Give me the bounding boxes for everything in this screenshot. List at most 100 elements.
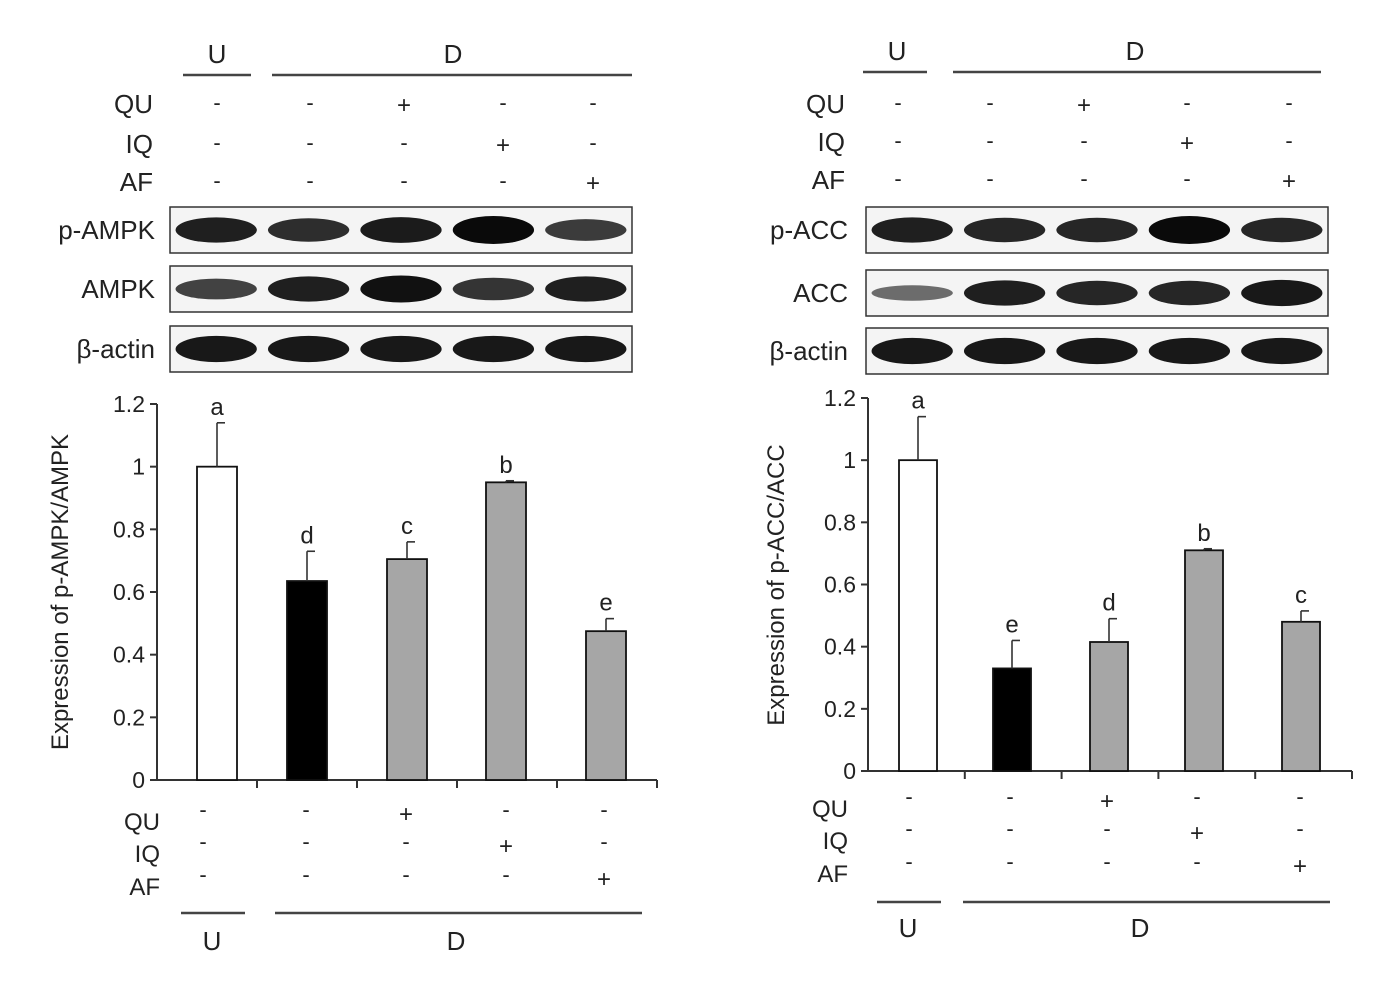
panel-ampk: U D QU - - + - -IQ - - - + -AF - - - - + p-AMPKAMPKβ-ac… [47, 39, 658, 956]
treatment-mark: - [1006, 849, 1013, 874]
y-tick-label: 0.4 [113, 642, 145, 668]
treatment-mark: - [502, 797, 509, 822]
bar-chart-acc: 0 0.2 0.4 0.6 0.8 1 1.2 Expression of p-ACC/ACC… [763, 385, 1353, 784]
treatment-mark: - [589, 130, 596, 155]
bar [286, 580, 328, 781]
treatment-mark: - [306, 130, 313, 155]
treatment-mark: - [1080, 128, 1087, 153]
bar-chart-ampk: 0 0.2 0.4 0.6 0.8 1 1.2 Expression of p-AMPK/AM… [47, 391, 658, 793]
bar [1281, 620, 1321, 772]
treatment-mark: - [600, 797, 607, 822]
treatment-mark: - [213, 130, 220, 155]
treatment-mark: - [894, 128, 901, 153]
treatment-mark: - [1285, 128, 1292, 153]
blot-band [1148, 216, 1231, 244]
blot-band [267, 335, 350, 363]
significance-letter: c [401, 513, 413, 540]
y-tick-label: 0.2 [824, 696, 856, 722]
treatment-mark: - [306, 90, 313, 115]
y-tick-label: 0.8 [113, 516, 145, 542]
top-treatment-header: U D QU - - + - - IQ - - - + - AF - - - - + [806, 36, 1321, 195]
western-blot-acc: p-ACC ACC β-actin [769, 206, 1329, 375]
blot-label: p-ACC [770, 215, 848, 245]
blot-band [1056, 337, 1138, 365]
treatment-mark: - [199, 829, 206, 854]
treatment-mark: - [1296, 816, 1303, 841]
treatment-mark: - [905, 816, 912, 841]
group-label-u-bottom: U [203, 926, 222, 956]
blot-band [452, 216, 535, 244]
treatment-label-qu: QU [114, 89, 153, 119]
treatment-label-qu: QU [806, 89, 845, 119]
treatment-mark: - [1103, 816, 1110, 841]
treatment-mark: + [1077, 92, 1091, 119]
significance-letter: d [1102, 590, 1115, 617]
treatment-mark: - [1183, 166, 1190, 191]
significance-letter: d [300, 522, 313, 549]
y-tick-label: 1.2 [824, 385, 856, 411]
significance-letter: c [1295, 582, 1307, 609]
blot-band [452, 335, 535, 363]
y-tick-label: 1 [843, 447, 856, 473]
y-tick-label: 0 [843, 758, 856, 784]
treatment-label-iq: IQ [135, 841, 160, 868]
treatment-mark: - [1285, 90, 1292, 115]
significance-letter: b [499, 452, 512, 479]
treatment-mark: - [894, 90, 901, 115]
blot-band [1148, 337, 1231, 365]
blot-band [267, 218, 350, 242]
treatment-mark: - [499, 90, 506, 115]
blot-band [175, 278, 257, 300]
blot-band [175, 335, 257, 363]
bar [1184, 549, 1224, 772]
y-tick-label: 0 [132, 767, 145, 793]
blot-band [360, 335, 442, 363]
blot-band [871, 285, 953, 301]
significance-letter: a [210, 394, 224, 421]
treatment-mark: + [1293, 853, 1307, 880]
treatment-mark: - [905, 784, 912, 809]
group-label-d: D [444, 39, 463, 69]
treatment-mark: - [1183, 90, 1190, 115]
panel-acc: U D QU - - + - -IQ - - - + -AF - - - - + p-ACCACCβ-acti… [763, 36, 1353, 943]
treatment-mark: - [1296, 784, 1303, 809]
treatment-mark: + [1100, 788, 1114, 815]
treatment-mark: - [1193, 849, 1200, 874]
treatment-mark: + [586, 170, 600, 197]
treatment-mark: + [1190, 820, 1204, 847]
bottom-treatment-table: U D QU - - + - -IQ - - - + -AF - - - - + [124, 797, 642, 956]
treatment-mark: - [213, 168, 220, 193]
treatment-mark: - [905, 849, 912, 874]
treatment-mark: - [306, 168, 313, 193]
treatment-label-af: AF [129, 874, 160, 901]
treatment-label-qu: QU [812, 796, 848, 823]
group-label-d: D [1126, 36, 1145, 66]
treatment-mark: - [302, 797, 309, 822]
bottom-treatment-table: U D QU - - + - -IQ - - - + -AF - - - - + [812, 784, 1330, 943]
bar [196, 465, 238, 781]
treatment-mark: - [302, 829, 309, 854]
group-label-u: U [208, 39, 227, 69]
blot-band [360, 275, 442, 303]
bar [1089, 641, 1129, 772]
group-label-d-bottom: D [1131, 913, 1150, 943]
blot-band [963, 337, 1046, 365]
treatment-mark: - [499, 168, 506, 193]
significance-letter: e [599, 590, 612, 617]
significance-letter: a [911, 388, 925, 415]
treatment-mark: + [1282, 168, 1296, 195]
bar [585, 630, 627, 781]
blot-band [267, 276, 350, 302]
blot-band [545, 276, 627, 302]
western-blot-ampk: p-AMPK AMPK β-actin [58, 206, 633, 373]
treatment-label-iq: IQ [823, 828, 848, 855]
blot-label: ACC [793, 278, 848, 308]
significance-letter: e [1005, 611, 1018, 638]
treatment-mark: - [986, 128, 993, 153]
bar [386, 558, 428, 781]
treatment-mark: - [986, 90, 993, 115]
bar [485, 481, 527, 781]
group-label-d-bottom: D [447, 926, 466, 956]
treatment-mark: - [1006, 816, 1013, 841]
blot-band [1056, 280, 1138, 306]
